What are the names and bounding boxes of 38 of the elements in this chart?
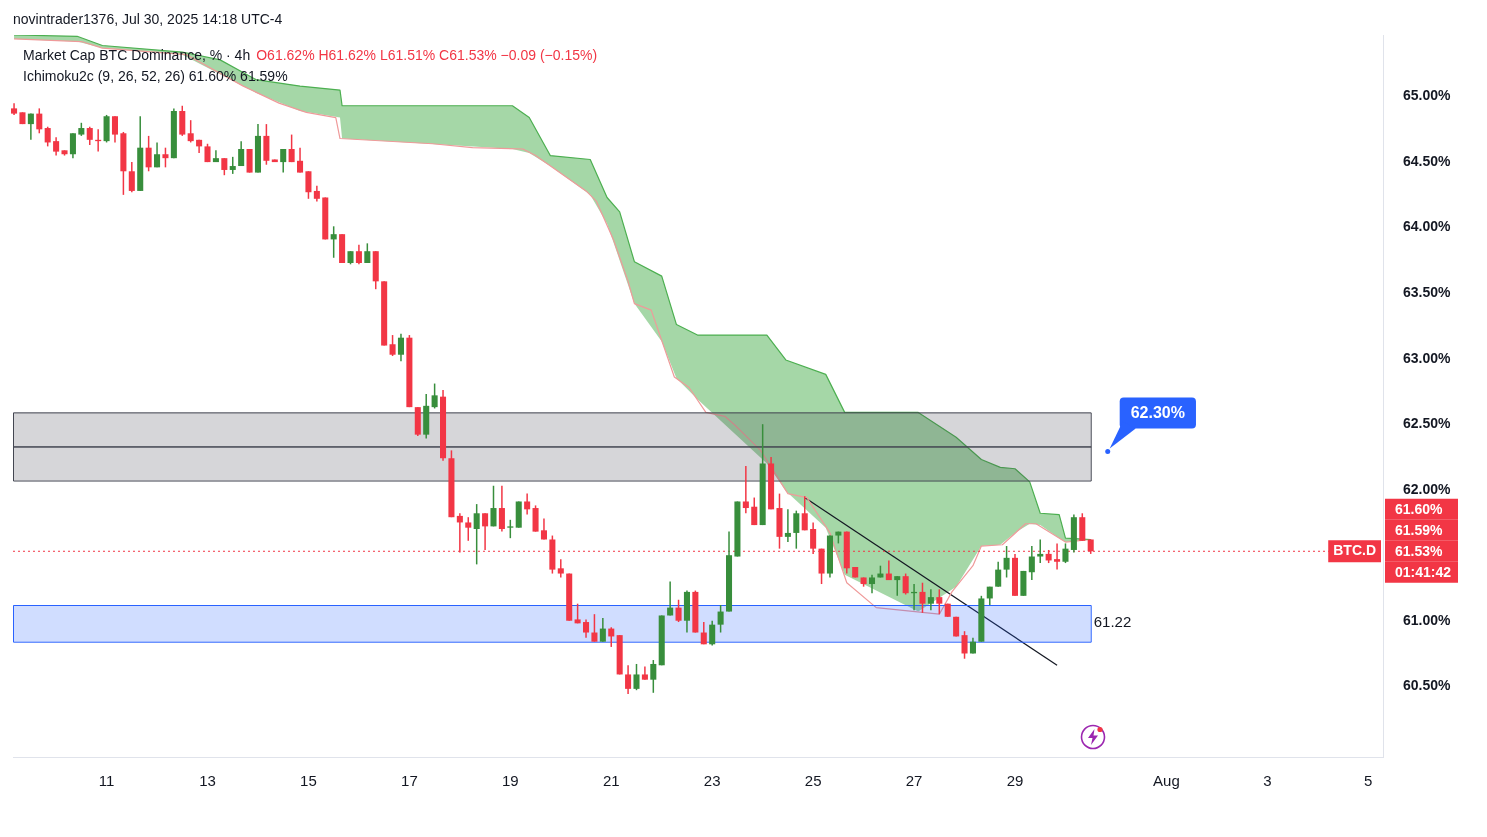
- x-tick-label: 17: [401, 772, 418, 790]
- x-tick-label: 25: [804, 772, 822, 790]
- x-tick-label: 11: [98, 772, 115, 790]
- text: 01:41:42: [1395, 563, 1452, 580]
- y-tick-label: 62.50%: [1403, 415, 1452, 432]
- text: 61.60%: [1395, 500, 1444, 517]
- y-tick-label: 60.50%: [1403, 677, 1452, 694]
- x-tick-label: 21: [602, 772, 620, 790]
- annotation: 62.30%: [1130, 403, 1185, 421]
- ref-line-label: BTC.D: [1333, 542, 1376, 559]
- text: O61.62% H61.62% L61.51% C61.53% −0.09 (−0.15%): [255, 47, 599, 63]
- y-tick-label: 63.50%: [1403, 284, 1452, 300]
- x-tick-label: 19: [501, 772, 519, 790]
- text: Market Cap BTC Dominance, % · 4h: [22, 47, 252, 63]
- candlestick: [1037, 539, 1044, 564]
- x-tick-label: 15: [300, 772, 317, 790]
- text: novintrader1376, Jul 30, 2025 14:18 UTC-4: [13, 11, 283, 27]
- x-tick-label: 3: [1263, 772, 1272, 790]
- candlestick: [885, 560, 892, 581]
- x-tick-label: 5: [1364, 772, 1373, 790]
- candlestick: [742, 466, 749, 514]
- text: 61.59%: [1395, 521, 1444, 538]
- y-tick-label: 63.00%: [1403, 349, 1452, 366]
- x-tick-label: Aug: [1153, 772, 1180, 790]
- candlestick: [894, 576, 901, 596]
- x-tick-label: 29: [1006, 772, 1024, 790]
- y-tick-label: 61.00%: [1403, 611, 1452, 628]
- y-tick-label: 65.00%: [1403, 87, 1452, 104]
- candlestick: [784, 509, 791, 543]
- candlestick: [927, 589, 934, 611]
- text: 61.53%: [1395, 542, 1444, 559]
- band-label: 61.22: [1093, 613, 1132, 631]
- y-tick-label: 62.00%: [1403, 480, 1452, 497]
- x-tick-label: 13: [199, 772, 216, 790]
- y-tick-label: 64.00%: [1403, 218, 1452, 235]
- y-tick-label: 64.50%: [1403, 152, 1452, 169]
- x-tick-label: 27: [905, 772, 923, 790]
- x-tick-label: 23: [703, 772, 721, 790]
